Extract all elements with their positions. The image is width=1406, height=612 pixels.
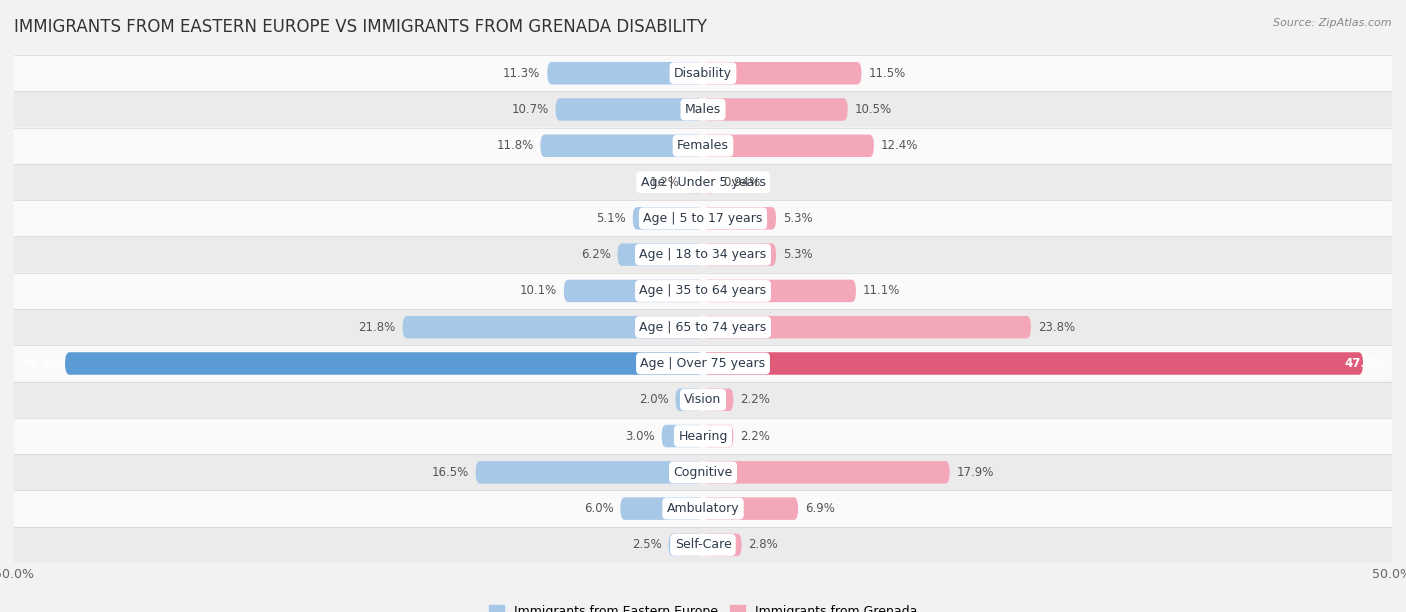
FancyBboxPatch shape — [14, 128, 1392, 164]
Text: Vision: Vision — [685, 394, 721, 406]
Text: Males: Males — [685, 103, 721, 116]
FancyBboxPatch shape — [633, 207, 703, 230]
FancyBboxPatch shape — [14, 236, 1392, 273]
Text: 10.5%: 10.5% — [855, 103, 891, 116]
FancyBboxPatch shape — [703, 171, 716, 193]
Text: Age | 18 to 34 years: Age | 18 to 34 years — [640, 248, 766, 261]
FancyBboxPatch shape — [14, 309, 1392, 345]
Text: 5.3%: 5.3% — [783, 248, 813, 261]
Text: 10.1%: 10.1% — [520, 285, 557, 297]
FancyBboxPatch shape — [675, 389, 703, 411]
FancyBboxPatch shape — [14, 382, 1392, 418]
Text: Self-Care: Self-Care — [675, 539, 731, 551]
FancyBboxPatch shape — [703, 244, 776, 266]
Text: 5.1%: 5.1% — [596, 212, 626, 225]
Text: 11.3%: 11.3% — [503, 67, 540, 80]
Text: 23.8%: 23.8% — [1038, 321, 1076, 334]
Text: 5.3%: 5.3% — [783, 212, 813, 225]
FancyBboxPatch shape — [14, 55, 1392, 91]
FancyBboxPatch shape — [703, 534, 741, 556]
Text: Ambulatory: Ambulatory — [666, 502, 740, 515]
Text: Age | 5 to 17 years: Age | 5 to 17 years — [644, 212, 762, 225]
FancyBboxPatch shape — [662, 425, 703, 447]
Text: Age | Over 75 years: Age | Over 75 years — [641, 357, 765, 370]
FancyBboxPatch shape — [703, 389, 734, 411]
FancyBboxPatch shape — [14, 454, 1392, 490]
FancyBboxPatch shape — [703, 99, 848, 121]
FancyBboxPatch shape — [475, 461, 703, 483]
Text: 2.8%: 2.8% — [748, 539, 778, 551]
FancyBboxPatch shape — [703, 461, 949, 483]
Text: Hearing: Hearing — [678, 430, 728, 442]
FancyBboxPatch shape — [65, 353, 703, 375]
Text: 2.2%: 2.2% — [740, 394, 770, 406]
FancyBboxPatch shape — [620, 498, 703, 520]
FancyBboxPatch shape — [703, 316, 1031, 338]
FancyBboxPatch shape — [14, 527, 1392, 563]
Text: 17.9%: 17.9% — [956, 466, 994, 479]
FancyBboxPatch shape — [14, 164, 1392, 200]
Text: 2.0%: 2.0% — [638, 394, 669, 406]
FancyBboxPatch shape — [14, 490, 1392, 527]
Text: Age | Under 5 years: Age | Under 5 years — [641, 176, 765, 188]
Text: 11.5%: 11.5% — [869, 67, 905, 80]
Text: 0.94%: 0.94% — [723, 176, 761, 188]
FancyBboxPatch shape — [686, 171, 703, 193]
FancyBboxPatch shape — [703, 280, 856, 302]
FancyBboxPatch shape — [14, 418, 1392, 454]
Text: 47.9%: 47.9% — [1344, 357, 1385, 370]
FancyBboxPatch shape — [402, 316, 703, 338]
FancyBboxPatch shape — [14, 200, 1392, 236]
FancyBboxPatch shape — [669, 534, 703, 556]
Text: 46.3%: 46.3% — [21, 357, 62, 370]
FancyBboxPatch shape — [703, 135, 875, 157]
FancyBboxPatch shape — [14, 91, 1392, 128]
FancyBboxPatch shape — [617, 244, 703, 266]
FancyBboxPatch shape — [14, 273, 1392, 309]
Text: 21.8%: 21.8% — [359, 321, 395, 334]
FancyBboxPatch shape — [547, 62, 703, 84]
FancyBboxPatch shape — [703, 498, 799, 520]
Text: Cognitive: Cognitive — [673, 466, 733, 479]
Text: 1.2%: 1.2% — [650, 176, 679, 188]
Text: 3.0%: 3.0% — [626, 430, 655, 442]
Text: 6.9%: 6.9% — [806, 502, 835, 515]
Text: 6.0%: 6.0% — [583, 502, 613, 515]
FancyBboxPatch shape — [703, 207, 776, 230]
Text: 16.5%: 16.5% — [432, 466, 468, 479]
Text: Disability: Disability — [673, 67, 733, 80]
Text: 12.4%: 12.4% — [880, 140, 918, 152]
FancyBboxPatch shape — [703, 353, 1362, 375]
Text: Source: ZipAtlas.com: Source: ZipAtlas.com — [1274, 18, 1392, 28]
Text: Age | 35 to 64 years: Age | 35 to 64 years — [640, 285, 766, 297]
FancyBboxPatch shape — [555, 99, 703, 121]
FancyBboxPatch shape — [564, 280, 703, 302]
Text: 10.7%: 10.7% — [512, 103, 548, 116]
Text: 2.5%: 2.5% — [631, 539, 662, 551]
Text: 6.2%: 6.2% — [581, 248, 610, 261]
FancyBboxPatch shape — [14, 345, 1392, 382]
Text: 11.1%: 11.1% — [863, 285, 900, 297]
Text: Females: Females — [678, 140, 728, 152]
Text: 11.8%: 11.8% — [496, 140, 533, 152]
FancyBboxPatch shape — [703, 62, 862, 84]
FancyBboxPatch shape — [540, 135, 703, 157]
Text: IMMIGRANTS FROM EASTERN EUROPE VS IMMIGRANTS FROM GRENADA DISABILITY: IMMIGRANTS FROM EASTERN EUROPE VS IMMIGR… — [14, 18, 707, 36]
Text: 2.2%: 2.2% — [740, 430, 770, 442]
Legend: Immigrants from Eastern Europe, Immigrants from Grenada: Immigrants from Eastern Europe, Immigran… — [484, 600, 922, 612]
FancyBboxPatch shape — [703, 425, 734, 447]
Text: Age | 65 to 74 years: Age | 65 to 74 years — [640, 321, 766, 334]
